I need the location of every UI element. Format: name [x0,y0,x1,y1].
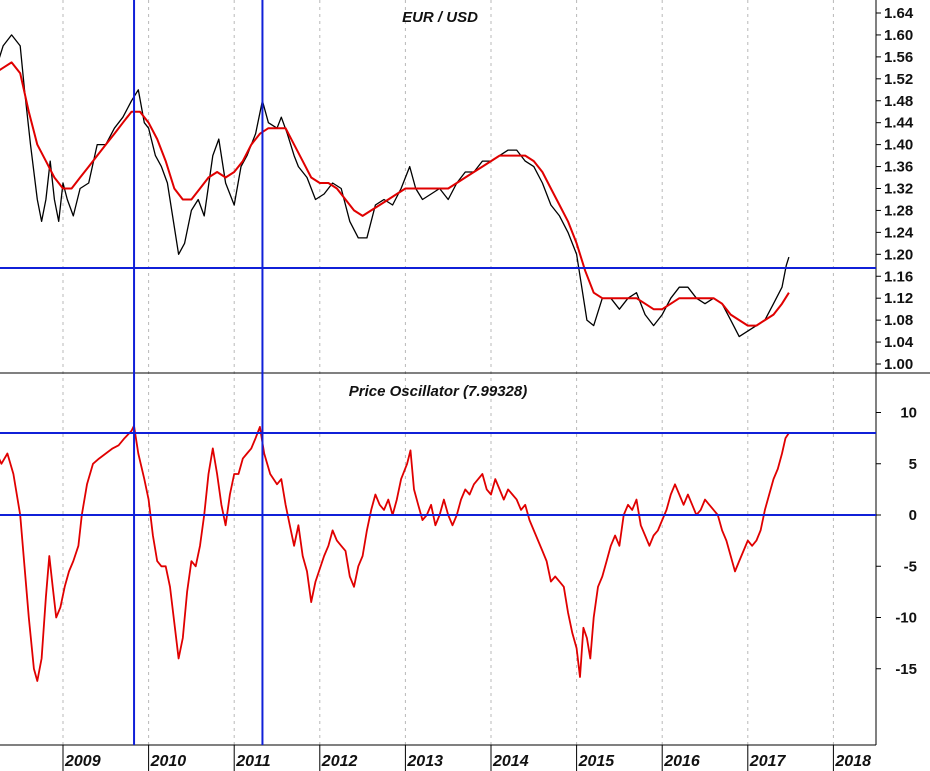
moving-average-line [0,61,790,327]
y-tick-label: 1.32 [884,181,913,198]
y-tick-label: 1.64 [884,5,914,22]
x-tick-label: 2013 [406,753,443,770]
y-tick-label: 1.56 [884,49,913,66]
bottom-panel-title: Price Oscillator (7.99328) [349,383,527,400]
bottom-panel: Price Oscillator (7.99328) [0,383,790,682]
y-tick-label: 1.48 [884,93,913,110]
y-tick-label: -5 [904,558,917,575]
top-panel-title: EUR / USD [402,9,478,26]
y-tick-label: 1.12 [884,290,913,307]
x-tick-label: 2014 [492,753,529,770]
y-tick-label: 1.36 [884,159,913,176]
y-tick-label: 1.00 [884,356,913,373]
top-y-axis: 1.64 1.60 1.56 1.52 1.48 1.44 1.40 1.36 1.32 1.28… [876,5,914,373]
y-tick-label: 1.16 [884,268,913,285]
y-tick-label: 1.52 [884,71,913,88]
x-tick-label: 2011 [235,753,271,770]
y-tick-label: 1.08 [884,312,913,329]
oscillator-line [0,424,790,682]
price-series-line [0,34,790,338]
top-panel: EUR / USD [0,9,790,338]
y-tick-label: 1.04 [884,334,914,351]
y-tick-label: 1.44 [884,115,914,132]
reference-lines [0,0,876,745]
y-tick-label: 1.28 [884,202,913,219]
x-tick-label: 2010 [150,753,187,770]
panel-frame [0,0,930,746]
x-tick-label: 2016 [663,753,700,770]
x-tick-label: 2009 [64,753,101,770]
x-axis: 2009 2010 2011 2012 2013 2014 2015 2016 2017 2018 [62,745,871,771]
x-tick-label: 2017 [749,753,787,770]
y-tick-label: 1.60 [884,27,913,44]
y-tick-label: 1.20 [884,246,913,263]
y-tick-label: 1.24 [884,224,914,241]
y-tick-label: 10 [900,405,917,422]
y-tick-label: 5 [909,456,917,473]
x-tick-label: 2015 [578,753,616,770]
y-tick-label: -10 [895,610,917,627]
x-tick-label: 2012 [321,753,358,770]
x-tick-label: 2018 [834,753,871,770]
y-tick-label: 0 [909,507,917,524]
y-tick-label: -15 [895,661,917,678]
y-tick-label: 1.40 [884,137,913,154]
bottom-y-axis: 10 5 0 -5 -10 -15 [876,405,917,678]
